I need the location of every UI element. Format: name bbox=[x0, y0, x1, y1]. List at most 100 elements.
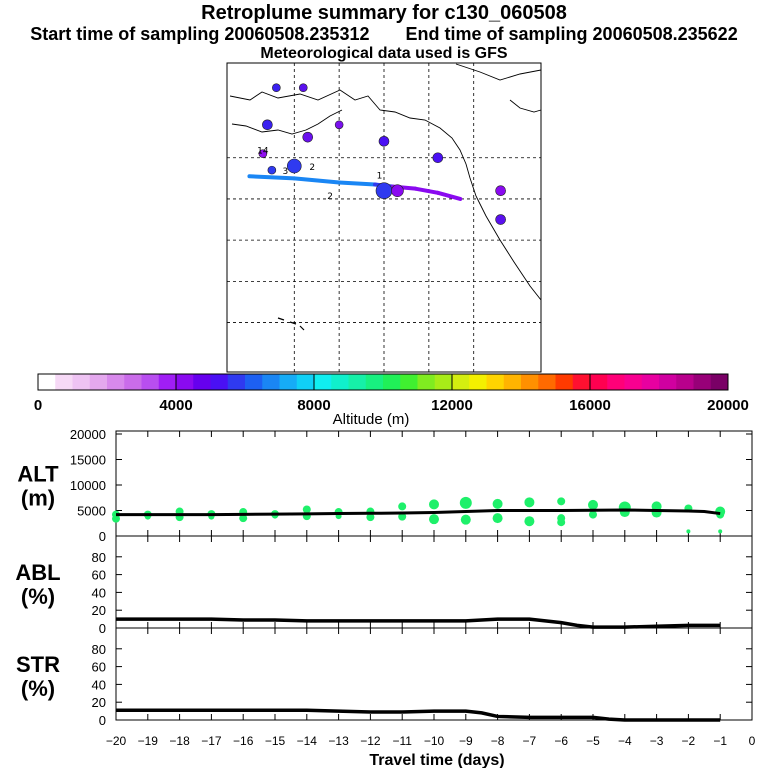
altitude-point bbox=[302, 505, 311, 514]
y-tick-label: 40 bbox=[92, 585, 106, 600]
colorbar-swatch bbox=[555, 374, 574, 390]
x-tick-label: −5 bbox=[586, 734, 600, 748]
colorbar-swatch bbox=[659, 374, 677, 390]
y-tick-label: 60 bbox=[92, 568, 106, 583]
y-tick-label: 20 bbox=[92, 603, 106, 618]
colorbar-swatch bbox=[158, 374, 177, 390]
colorbar-swatch bbox=[262, 374, 280, 390]
panel-unit: (%) bbox=[21, 676, 55, 701]
colorbar-swatch bbox=[279, 374, 298, 390]
colorbar-swatch bbox=[38, 374, 56, 390]
map-number-label: 14 bbox=[257, 147, 269, 157]
abl-line bbox=[116, 617, 721, 629]
y-tick-label: 0 bbox=[99, 529, 106, 544]
colorbar-swatch bbox=[641, 374, 660, 390]
colorbar-swatch bbox=[590, 374, 608, 390]
panel-frame bbox=[115, 627, 753, 721]
coastline bbox=[455, 63, 542, 81]
x-tick-label: −19 bbox=[138, 734, 159, 748]
colorbar-tick-label: 16000 bbox=[569, 397, 611, 414]
y-tick-label: 60 bbox=[92, 660, 106, 675]
colorbar-swatch bbox=[348, 374, 367, 390]
colorbar-swatch bbox=[296, 374, 315, 390]
x-tick-label: −6 bbox=[554, 734, 568, 748]
altitude-point bbox=[492, 513, 503, 524]
x-tick-label: −16 bbox=[233, 734, 254, 748]
x-tick-label: −2 bbox=[682, 734, 696, 748]
colorbar-swatch bbox=[710, 374, 729, 390]
plume-marker bbox=[298, 83, 308, 93]
colorbar-tick-label: 12000 bbox=[431, 397, 473, 414]
colorbar-swatch bbox=[503, 374, 522, 390]
x-tick-label: −11 bbox=[392, 734, 412, 748]
map-number-label: 1 bbox=[377, 171, 383, 181]
altitude-point bbox=[718, 529, 723, 534]
plume-path-segment bbox=[413, 186, 440, 195]
colorbar-swatch bbox=[383, 374, 401, 390]
colorbar-tick-label: 4000 bbox=[159, 397, 192, 414]
panel-abl: 0 20 40 60 80 ABL(%) bbox=[15, 535, 753, 636]
x-tick-label: −20 bbox=[106, 734, 127, 748]
colorbar-swatch bbox=[55, 374, 73, 390]
time-series-panels: 05000100001500020000ALT(m)020406080ABL(%… bbox=[15, 427, 755, 748]
x-tick-label: −14 bbox=[297, 734, 318, 748]
y-tick-label: 15000 bbox=[70, 453, 106, 468]
y-tick-label: 40 bbox=[92, 677, 106, 692]
panel-frame bbox=[115, 535, 753, 629]
start-value: 20060508.235312 bbox=[224, 24, 370, 44]
altitude-colorbar: 0 4000 8000 12000 16000 20000 bbox=[34, 373, 749, 414]
colorbar-swatch bbox=[607, 374, 625, 390]
panel-label: STR bbox=[16, 652, 60, 677]
colorbar-swatch bbox=[624, 374, 643, 390]
altitude-point bbox=[589, 510, 597, 519]
altitude-mean-line bbox=[116, 508, 721, 517]
x-tick-label: −10 bbox=[424, 734, 445, 748]
plume-marker bbox=[495, 214, 506, 225]
coastline bbox=[229, 89, 477, 197]
colorbar-swatch bbox=[452, 374, 470, 390]
panel-unit: (m) bbox=[21, 486, 55, 511]
altitude-point bbox=[398, 512, 407, 521]
y-tick-label: 5000 bbox=[77, 504, 106, 519]
colorbar-tick-label: 0 bbox=[34, 397, 42, 414]
coastline bbox=[475, 195, 542, 301]
end-value: 20060508.235622 bbox=[592, 24, 738, 44]
panel-unit: (%) bbox=[21, 584, 55, 609]
y-tick-label: 0 bbox=[99, 621, 106, 636]
plume-path-segment bbox=[435, 190, 463, 201]
plume-marker bbox=[378, 135, 390, 147]
colorbar-swatch bbox=[227, 374, 246, 390]
end-label: End time of sampling bbox=[405, 24, 588, 44]
colorbar-swatch bbox=[210, 374, 229, 390]
coastline bbox=[231, 109, 343, 135]
map-frame bbox=[226, 62, 542, 373]
plume-path-segment bbox=[292, 176, 342, 185]
y-tick-label: 20 bbox=[92, 695, 106, 710]
str-line bbox=[116, 708, 721, 722]
altitude-point bbox=[557, 497, 566, 506]
plume-marker bbox=[258, 149, 268, 158]
colorbar-swatch bbox=[486, 374, 505, 390]
colorbar-swatch bbox=[572, 374, 591, 390]
panel-label: ALT bbox=[17, 462, 59, 487]
panel-alt: 0 5000 10000 15000 20000 ALT(m) bbox=[17, 427, 753, 544]
coastline bbox=[509, 99, 542, 113]
plume-marker bbox=[302, 131, 314, 143]
colorbar-swatch bbox=[176, 374, 194, 390]
x-tick-label: −12 bbox=[360, 734, 381, 748]
plume-marker bbox=[262, 119, 273, 131]
colorbar-swatch bbox=[417, 374, 436, 390]
altitude-point bbox=[588, 499, 598, 510]
colorbar-swatch bbox=[521, 374, 539, 390]
x-tick-label: −1 bbox=[713, 734, 727, 748]
colorbar-swatch bbox=[693, 374, 712, 390]
altitude-point bbox=[686, 529, 691, 534]
colorbar-swatch bbox=[400, 374, 418, 390]
colorbar-swatch bbox=[469, 374, 487, 390]
colorbar-tick-label: 8000 bbox=[297, 397, 330, 414]
altitude-point bbox=[459, 496, 472, 509]
colorbar-swatch bbox=[331, 374, 349, 390]
map-number-label: 3 bbox=[282, 167, 288, 177]
altitude-point bbox=[524, 497, 535, 508]
map-panel: 14 3 2 2 1 bbox=[226, 62, 542, 373]
